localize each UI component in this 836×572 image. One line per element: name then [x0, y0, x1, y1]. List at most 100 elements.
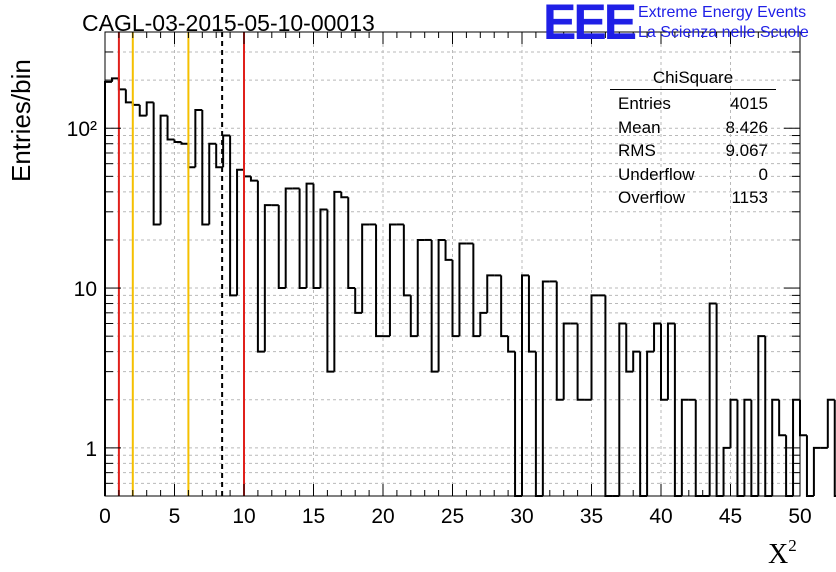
x-tick-label: 5: [169, 505, 181, 528]
y-tick-label: 10: [74, 278, 97, 301]
histogram-bin: [500, 275, 509, 338]
histogram-bin: [514, 351, 522, 497]
histogram-bin: [131, 102, 140, 106]
histogram-bin: [673, 323, 682, 497]
histogram-bin: [333, 190, 342, 372]
histogram-bin: [764, 336, 773, 497]
histogram-bin: [138, 104, 147, 117]
histogram-bin: [208, 142, 217, 225]
x-tick-label: 45: [719, 505, 742, 528]
logo-mark: EEE: [543, 0, 637, 50]
histogram-bin: [451, 259, 460, 338]
x-axis-label: X2: [768, 536, 797, 570]
histogram-bin: [340, 191, 349, 199]
y-tick-label: 10²: [67, 118, 97, 141]
histogram-bin: [541, 280, 550, 496]
histogram-bin: [472, 243, 481, 338]
histogram-bin: [152, 102, 161, 226]
x-tick-label: 35: [580, 505, 603, 528]
histogram-bin: [590, 294, 599, 400]
histogram-bin: [771, 398, 780, 496]
stats-row-mean: Mean 8.426: [618, 117, 768, 137]
histogram-bin: [166, 115, 175, 141]
histogram-bin: [347, 197, 356, 290]
histogram-bin: [145, 101, 154, 116]
histogram-bin: [263, 204, 272, 352]
x-tick-label: 30: [510, 505, 533, 528]
x-tick-label: 25: [441, 505, 464, 528]
histogram-bin: [375, 224, 383, 338]
histogram-bin: [409, 295, 418, 338]
histogram-bin: [555, 281, 564, 401]
histogram-bin: [326, 209, 335, 373]
histogram-bin: [319, 208, 328, 289]
histogram-bin: [722, 446, 731, 496]
logo-line-2: La Scienza nelle Scuole: [638, 24, 809, 41]
histogram-bin: [229, 135, 238, 297]
histogram-bin: [785, 435, 794, 497]
histogram-bin: [249, 176, 258, 182]
histogram-bin: [625, 323, 634, 373]
histogram-bin: [444, 239, 453, 261]
histogram-bin: [680, 398, 689, 496]
histogram-bin: [534, 351, 543, 497]
histogram-bin: [361, 223, 370, 313]
histogram-bin: [430, 239, 439, 373]
histogram-bin: [458, 242, 467, 337]
x-tick-label: 15: [302, 505, 325, 528]
histogram-bin: [799, 399, 807, 437]
histogram-bin: [215, 143, 224, 169]
histogram-bin: [388, 223, 397, 337]
stats-row-underflow: Underflow 0: [618, 164, 768, 184]
histogram-bin: [305, 182, 314, 289]
histogram-bin: [486, 274, 495, 313]
stats-title: ChiSquare: [610, 68, 776, 90]
histogram-bin: [604, 295, 613, 497]
x-tick-label: 10: [232, 505, 255, 528]
histogram-bin: [180, 142, 189, 145]
histogram-bin: [173, 139, 182, 144]
histogram-bin: [708, 302, 717, 496]
histogram-bin: [521, 274, 529, 496]
histogram-bin: [402, 224, 411, 297]
histogram-bin: [222, 134, 231, 168]
histogram-bin: [527, 275, 536, 353]
histogram-bin: [284, 187, 293, 289]
histogram-bin: [743, 398, 752, 496]
histogram-bin: [632, 350, 641, 372]
histogram-bin: [110, 77, 119, 82]
histogram-bin: [646, 350, 655, 496]
histogram-bin: [757, 335, 766, 496]
x-tick-label: 0: [99, 505, 111, 528]
histogram-bin: [159, 114, 168, 225]
histogram-bin: [826, 398, 835, 448]
histogram-bin: [256, 180, 265, 353]
stats-row-overflow: Overflow 1153: [618, 188, 768, 207]
stats-row-rms: RMS 9.067: [618, 141, 768, 160]
histogram-bin: [437, 238, 446, 372]
x-tick-label: 50: [788, 505, 811, 528]
histogram-bin: [507, 336, 516, 353]
histogram-bin: [201, 110, 210, 226]
histogram-bin: [729, 398, 738, 448]
histogram-bin: [660, 323, 668, 401]
histogram-bin: [194, 109, 203, 168]
y-axis-label: Entries/bin: [6, 59, 36, 182]
histogram-bin: [298, 188, 307, 290]
histogram-bin: [124, 89, 133, 104]
histogram-bin: [778, 399, 787, 437]
histogram-bin: [653, 322, 661, 352]
x-tick-label: 20: [371, 505, 394, 528]
histogram-bin: [236, 168, 244, 296]
histogram-bin: [805, 435, 814, 497]
histogram-bin: [312, 183, 321, 290]
histogram-bin: [812, 446, 821, 496]
x-tick-label: 40: [649, 505, 672, 528]
histogram-bin: [354, 288, 363, 314]
histogram-bin: [243, 169, 251, 178]
chart-title: CAGL-03-2015-05-10-00013: [82, 10, 375, 36]
histogram-bin: [639, 351, 648, 497]
histogram-bin: [576, 323, 585, 401]
histogram-bin: [666, 322, 675, 400]
stats-box: ChiSquare Entries 4015 Mean 8.426 RMS 9.067…: [610, 68, 776, 210]
